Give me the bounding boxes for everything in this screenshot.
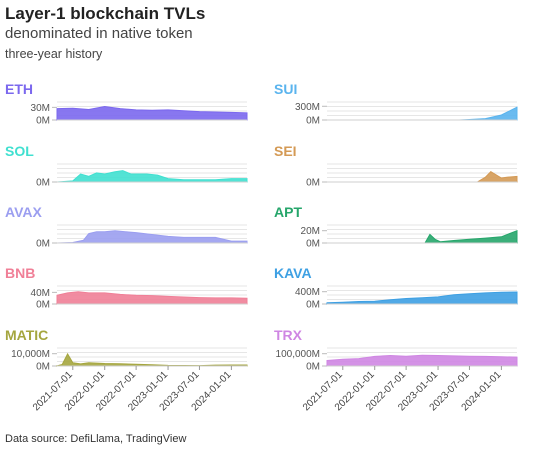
y-tick-label: 0M	[306, 116, 320, 127]
y-tick-label: 20M	[301, 226, 320, 237]
panel-matic: MATIC 10,000M 0M	[5, 327, 248, 373]
panel-kava: KAVA 400M 0M	[274, 265, 518, 311]
data-source: Data source: DefiLlama, TradingView	[5, 433, 187, 445]
panel-label-matic: MATIC	[5, 327, 48, 343]
y-tick-label: 0M	[306, 178, 320, 189]
y-tick-label: 10,000M	[11, 349, 50, 360]
panel-label-sui: SUI	[274, 81, 297, 97]
panel-label-kava: KAVA	[274, 265, 312, 281]
series-area-sol	[56, 170, 248, 183]
series-area-sui	[459, 106, 518, 121]
chart-title: Layer-1 blockchain TVLs	[5, 4, 206, 23]
series-area-eth	[56, 105, 248, 121]
y-tick-label: 0M	[36, 116, 50, 127]
panel-label-sei: SEI	[274, 143, 297, 159]
panel-label-eth: ETH	[5, 81, 33, 97]
panel-sui: SUI 300M 0M	[274, 81, 518, 127]
series-area-matic	[56, 352, 248, 367]
panel-eth: ETH 30M 0M	[5, 81, 248, 127]
panel-apt: APT 20M 0M	[274, 204, 518, 250]
y-tick-label: 0M	[306, 362, 320, 373]
panel-label-apt: APT	[274, 204, 302, 220]
y-tick-label: 0M	[36, 362, 50, 373]
y-tick-label: 0M	[36, 300, 50, 311]
y-tick-label: 300M	[295, 102, 320, 113]
panel-label-sol: SOL	[5, 143, 34, 159]
panel-trx: TRX 100,000M 0M	[274, 327, 518, 373]
series-area-avax	[56, 230, 248, 244]
series-area-sei	[475, 170, 518, 183]
series-area-bnb	[56, 291, 248, 305]
y-tick-label: 30M	[31, 103, 50, 114]
panel-avax: AVAX 0M	[5, 204, 248, 250]
panel-label-avax: AVAX	[5, 204, 42, 220]
series-area-kava	[326, 291, 518, 305]
y-tick-label: 400M	[295, 287, 320, 298]
y-tick-label: 0M	[36, 239, 50, 250]
series-area-trx	[326, 354, 518, 367]
y-tick-label: 0M	[306, 300, 320, 311]
chart-subtitle: denominated in native token	[5, 25, 193, 42]
panel-label-trx: TRX	[274, 327, 303, 343]
chart-note: three-year history	[5, 47, 103, 61]
y-tick-label: 100,000M	[276, 349, 320, 360]
series-area-apt	[424, 229, 518, 244]
panel-label-bnb: BNB	[5, 265, 35, 281]
y-tick-label: 0M	[306, 239, 320, 250]
y-tick-label: 40M	[31, 288, 50, 299]
y-tick-label: 0M	[36, 178, 50, 189]
panel-sol: SOL 0M	[5, 143, 248, 189]
panel-sei: SEI 0M	[274, 143, 518, 189]
